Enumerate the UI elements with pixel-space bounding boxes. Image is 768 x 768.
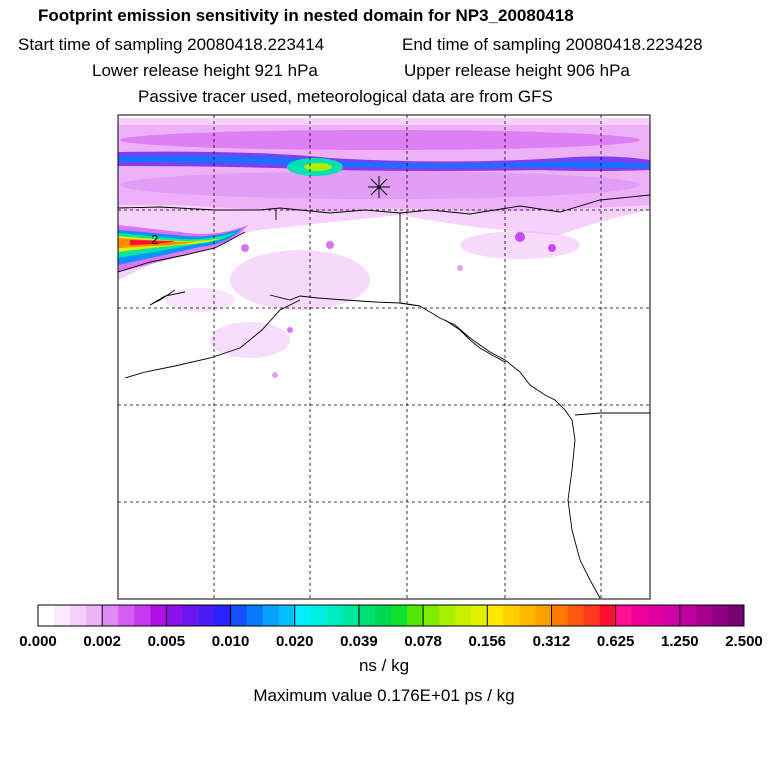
colorbar-cell <box>599 605 617 626</box>
colorbar-tick-label: 2.500 <box>725 633 763 650</box>
colorbar-tick-label: 0.005 <box>148 633 186 650</box>
colorbar-cell <box>358 605 376 626</box>
colorbar-cell <box>326 605 344 626</box>
political-boundaries <box>275 210 421 307</box>
colorbar-tick-label: 0.000 <box>19 633 57 650</box>
colorbar-cell <box>150 605 167 626</box>
colorbar-tick-label: 0.625 <box>597 633 635 650</box>
colorbar-cell <box>551 605 568 626</box>
release-point-marker <box>368 176 390 198</box>
colorbar-tick-label: 1.250 <box>661 633 699 650</box>
colorbar-cell <box>246 605 264 626</box>
start-time: Start time of sampling 20080418.223414 <box>18 35 325 54</box>
colorbar-cell <box>503 605 520 626</box>
maximum-value: Maximum value 0.176E+01 ps / kg <box>253 686 515 705</box>
plot-title: Footprint emission sensitivity in nested… <box>38 6 574 25</box>
colorbar-tick-label: 0.010 <box>212 633 250 650</box>
colorbar-cell <box>679 605 697 626</box>
lower-release-height: Lower release height 921 hPa <box>92 61 318 80</box>
colorbar-unit: ns / kg <box>358 656 410 675</box>
colorbar-cell <box>567 605 585 626</box>
colorbar-cell <box>471 605 488 626</box>
colorbar-cell <box>214 605 232 626</box>
colorbar-cell <box>519 605 536 626</box>
colorbar-cell <box>86 605 103 626</box>
sensitivity-field <box>118 118 650 378</box>
colorbar-cell <box>278 605 296 626</box>
colorbar-tick-label: 0.039 <box>340 633 378 650</box>
colorbar-cell <box>663 605 681 626</box>
colorbar-cell <box>118 605 135 626</box>
colorbar-cell <box>407 605 424 626</box>
upper-release-height: Upper release height 906 hPa <box>404 61 630 80</box>
colorbar-cell <box>166 605 183 626</box>
colorbar-cell <box>294 605 312 626</box>
tracer-note: Passive tracer used, meteorological data… <box>138 87 553 106</box>
colorbar: 0.000 0.002 0.005 0.010 0.020 0.039 0.078 0.156… <box>19 604 763 650</box>
colorbar-cell <box>647 605 665 626</box>
colorbar-cell <box>695 605 713 626</box>
colorbar-cell <box>342 605 360 626</box>
colorbar-cell <box>198 605 215 626</box>
colorbar-tick-label: 0.078 <box>404 633 442 650</box>
colorbar-cell <box>374 605 392 626</box>
footprint-map: 2 <box>117 114 651 600</box>
colorbar-cell <box>262 605 280 626</box>
colorbar-cell <box>230 605 248 626</box>
colorbar-cell <box>70 605 87 626</box>
colorbar-cell <box>711 605 729 626</box>
colorbar-cell <box>391 605 408 626</box>
colorbar-cell <box>535 605 552 626</box>
colorbar-cell <box>423 605 440 626</box>
colorbar-cell <box>631 605 649 626</box>
end-time: End time of sampling 20080418.223428 <box>402 35 703 54</box>
colorbar-tick-label: 0.312 <box>533 633 571 650</box>
colorbar-cell <box>727 605 745 626</box>
colorbar-tick-label: 0.020 <box>276 633 314 650</box>
colorbar-cell <box>310 605 328 626</box>
colorbar-cell <box>487 605 504 626</box>
colorbar-cell <box>615 605 633 626</box>
colorbar-cell <box>583 605 601 626</box>
colorbar-cell <box>439 605 456 626</box>
map-frame <box>117 114 651 600</box>
lat-lon-grid <box>118 115 650 599</box>
colorbar-tick-label: 0.156 <box>468 633 506 650</box>
contour-label: 2 <box>151 232 158 247</box>
colorbar-cell <box>182 605 199 626</box>
colorbar-cell <box>54 605 71 626</box>
colorbar-tick-label: 0.002 <box>83 633 121 650</box>
colorbar-cell <box>102 605 119 626</box>
colorbar-cell <box>455 605 472 626</box>
colorbar-cell <box>38 605 55 626</box>
colorbar-cell <box>134 605 151 626</box>
